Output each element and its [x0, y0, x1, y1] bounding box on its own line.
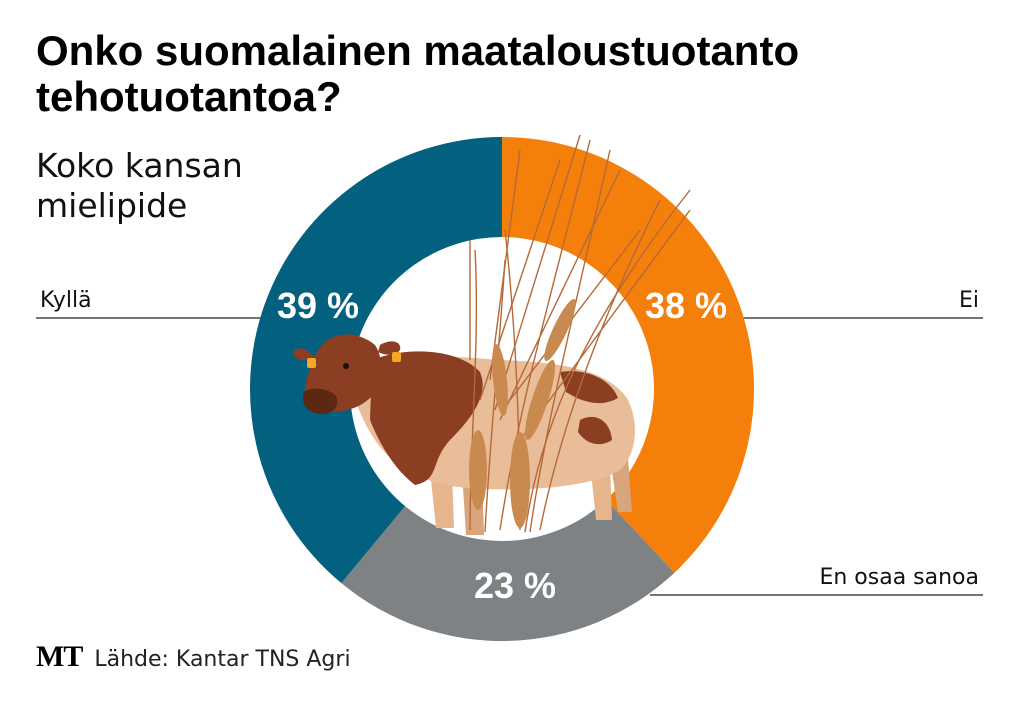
chart-subtitle: Koko kansan mielipide [36, 146, 243, 225]
slice-label-kylla: Kyllä [40, 288, 92, 313]
source-text: Lähde: Kantar TNS Agri [94, 647, 351, 672]
source-line: MT Lähde: Kantar TNS Agri [36, 640, 351, 674]
value-label-ei: 38 % [645, 285, 727, 326]
slice-kylla [250, 137, 502, 584]
value-label-en-osaa-sanoa: 23 % [474, 565, 556, 606]
slice-label-en-osaa-sanoa: En osaa sanoa [819, 565, 979, 590]
slice-ei [502, 137, 755, 573]
slice-value-labels: 39 % 38 % 23 % [277, 285, 727, 606]
slice-label-ei: Ei [958, 288, 979, 313]
slice-en-osaa-sanoa [341, 499, 675, 641]
chart-title: Onko suomalainen maataloustuotanto tehot… [36, 27, 800, 120]
donut-slices [250, 137, 755, 641]
value-label-kylla: 39 % [277, 285, 359, 326]
wheat-ears [469, 299, 576, 528]
mt-logo: MT [36, 640, 83, 673]
